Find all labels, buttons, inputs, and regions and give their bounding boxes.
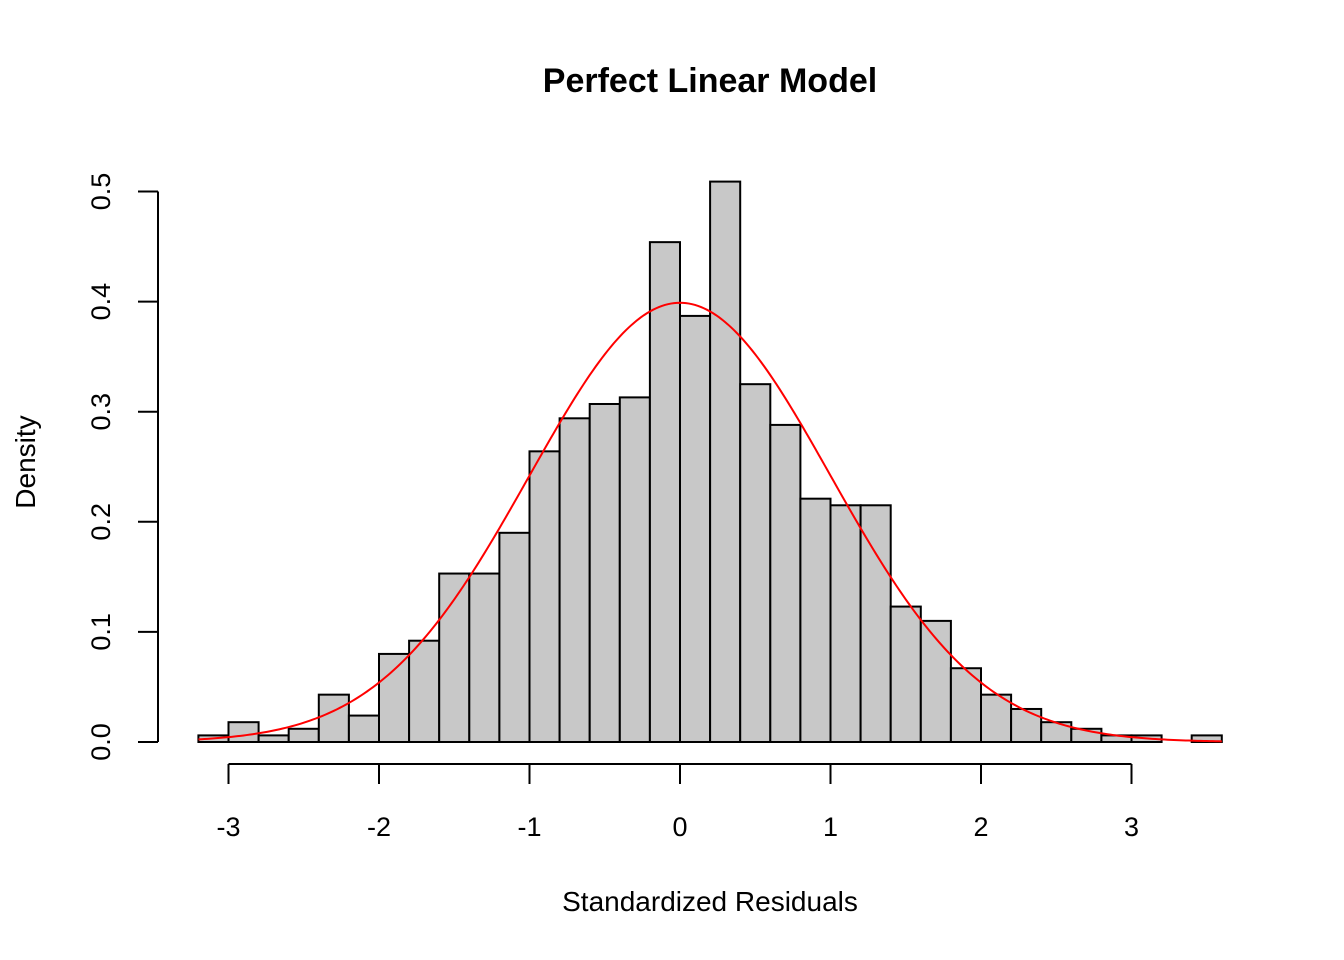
x-tick-label: 1 [823, 812, 838, 842]
x-tick-label: 3 [1124, 812, 1139, 842]
histogram-bar [709, 180, 742, 743]
histogram-bar [829, 504, 862, 743]
histogram-bar [799, 497, 832, 743]
histogram-bar [679, 314, 712, 743]
histogram-bar [317, 693, 350, 743]
histogram-bar [588, 402, 621, 743]
histogram-bar [769, 423, 802, 743]
histogram-bar [468, 572, 501, 743]
y-axis-label: Density [10, 415, 41, 508]
y-tick-label: 0.3 [86, 393, 116, 431]
histogram-bar [919, 619, 952, 744]
x-tick-label: 0 [672, 812, 687, 842]
histogram-bar [1010, 707, 1043, 743]
histogram-bar [528, 450, 561, 743]
normal-density-curve [198, 301, 1222, 743]
y-tick-label: 0.2 [86, 503, 116, 541]
chart-title: Perfect Linear Model [543, 62, 877, 100]
histogram-bar [558, 417, 591, 743]
x-tick-label: 2 [973, 812, 988, 842]
histogram-bar [378, 652, 411, 743]
y-tick-label: 0.0 [86, 723, 116, 761]
histogram-bar [287, 727, 320, 744]
histogram-bar [498, 531, 531, 743]
histogram-bar [227, 721, 260, 744]
x-tick-label: -3 [216, 812, 240, 842]
histogram-bars [197, 180, 1223, 744]
x-axis-label: Standardized Residuals [562, 886, 858, 917]
histogram-bar [980, 693, 1013, 743]
x-tick-label: -2 [367, 812, 391, 842]
x-tick-label: -1 [517, 812, 541, 842]
histogram-bar [257, 734, 290, 743]
y-tick-label: 0.4 [86, 283, 116, 321]
histogram-bar [739, 383, 772, 743]
histogram-bar [889, 605, 922, 744]
histogram-bar [859, 504, 892, 743]
histogram-bar [648, 241, 682, 743]
histogram-bar [408, 639, 441, 744]
histogram-bar [347, 714, 380, 743]
y-axis: 0.0 0.1 0.2 0.3 0.4 0.5 [86, 173, 159, 761]
y-tick-label: 0.5 [86, 173, 116, 211]
histogram-bar [618, 396, 651, 743]
y-tick-label: 0.1 [86, 613, 116, 651]
x-axis: -3 -2 -1 0 1 2 3 [216, 763, 1139, 842]
